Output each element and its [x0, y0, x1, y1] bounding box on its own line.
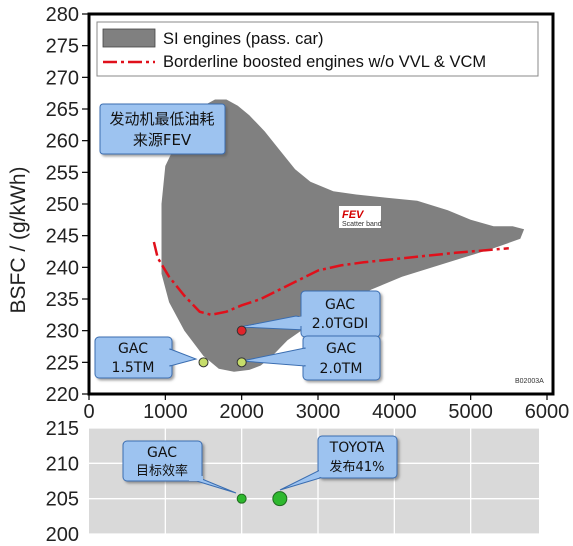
main-y-tick-label: 265 — [46, 99, 79, 121]
callout-gac-1-5tm-line1: GAC — [118, 341, 148, 357]
main-y-tick-label: 250 — [46, 194, 79, 216]
main-callouts: GAC 2.0TGDI GAC 1.5TM GAC 2.0TM — [94, 290, 381, 381]
figure-code: B02003A — [515, 378, 544, 385]
legend-entry-scatter-band: SI engines (pass. car) — [163, 30, 324, 48]
main-x-tick-label: 4000 — [372, 401, 417, 423]
y-axis-label: BSFC / (g/kWh) — [7, 166, 30, 313]
main-y-tick-label: 225 — [46, 352, 79, 374]
main-y-tick-label: 245 — [46, 226, 79, 248]
callout-gac-1-5tm-line2: 1.5TM — [112, 360, 155, 376]
main-y-tick-label: 240 — [46, 257, 79, 279]
main-y-tick-label: 280 — [46, 4, 79, 26]
lower-plot: 200 205 210 215 GAC 目标效率 TOYOTA 发布41% — [46, 418, 539, 546]
callout-gac-target: GAC 目标效率 — [122, 440, 237, 494]
main-x-tick-label: 3000 — [296, 401, 341, 423]
main-point-2 — [236, 357, 247, 368]
main-plot: 220225230235240245250255260265270275280 … — [46, 4, 570, 423]
fev-logo-text: FEV — [342, 209, 365, 221]
main-x-tick-label: 2000 — [219, 401, 264, 423]
callout-gac-2-0tm: GAC 2.0TM — [241, 335, 381, 381]
lower-y-tick-label: 205 — [46, 489, 79, 511]
main-y-ticks: 220 225 230 235 240 245 250 255 260 265 270 275 280 — [46, 4, 89, 406]
main-y-tick-label: 275 — [46, 36, 79, 58]
main-y-tick-label: 260 — [46, 131, 79, 153]
callout-gac-2-0tm-line2: 2.0TM — [320, 361, 363, 377]
main-point-0 — [236, 325, 247, 336]
main-x-tick-label: 6000 — [525, 401, 570, 423]
inset-label-box — [99, 103, 226, 155]
callout-gac-2-0tgdi-line1: GAC — [325, 297, 355, 313]
callout-gac-target-line2: 目标效率 — [136, 463, 188, 479]
fev-logo: FEV Scatter band — [339, 206, 382, 228]
legend-box — [96, 21, 539, 77]
main-y-tick-label: 270 — [46, 67, 79, 89]
inset-label-line2: 来源FEV — [133, 131, 192, 149]
fev-logo-sub: Scatter band — [342, 221, 382, 228]
callout-toyota: TOYOTA 发布41% — [279, 435, 398, 491]
borderline-boosted-line — [152, 241, 509, 317]
callout-toyota-line2: 发布41% — [330, 459, 385, 475]
lower-point-0 — [236, 493, 247, 504]
inset-label: 发动机最低油耗 来源FEV — [99, 103, 226, 155]
callout-gac-2-0tgdi: GAC 2.0TGDI — [239, 290, 381, 338]
lower-y-tick-label: 200 — [46, 524, 79, 546]
legend-swatch-band — [102, 28, 156, 48]
main-x-tick-label: 0 — [83, 401, 94, 423]
callout-gac-1-5tm: GAC 1.5TM — [94, 336, 198, 379]
lower-y-ticks: 200 205 210 215 — [46, 418, 79, 546]
main-x-tick-label: 5000 — [448, 401, 493, 423]
main-y-tick-label: 235 — [46, 289, 79, 311]
callout-toyota-line1: TOYOTA — [329, 440, 385, 456]
legend: SI engines (pass. car) Borderline booste… — [96, 21, 539, 77]
main-points — [198, 325, 247, 368]
lower-y-tick-label: 210 — [46, 453, 79, 475]
lower-points — [236, 491, 288, 507]
callout-gac-2-0tm-line1: GAC — [326, 341, 356, 357]
main-point-1 — [198, 357, 209, 368]
main-x-tick-label: 1000 — [143, 401, 188, 423]
main-y-tick-label: 230 — [46, 321, 79, 343]
si-engines-scatter-band — [161, 99, 525, 372]
callout-gac-target-line1: GAC — [147, 445, 177, 461]
lower-y-tick-label: 215 — [46, 418, 79, 440]
inset-label-line1: 发动机最低油耗 — [109, 110, 214, 128]
legend-entry-borderline: Borderline boosted engines w/o VVL & VCM — [163, 53, 486, 71]
lower-point-1 — [272, 491, 288, 507]
main-x-ticks: 0 1000 2000 3000 4000 5000 6000 — [83, 394, 569, 423]
callout-gac-2-0tgdi-line2: 2.0TGDI — [312, 316, 369, 332]
main-y-tick-label: 220 — [46, 384, 79, 406]
main-y-tick-label: 255 — [46, 162, 79, 184]
